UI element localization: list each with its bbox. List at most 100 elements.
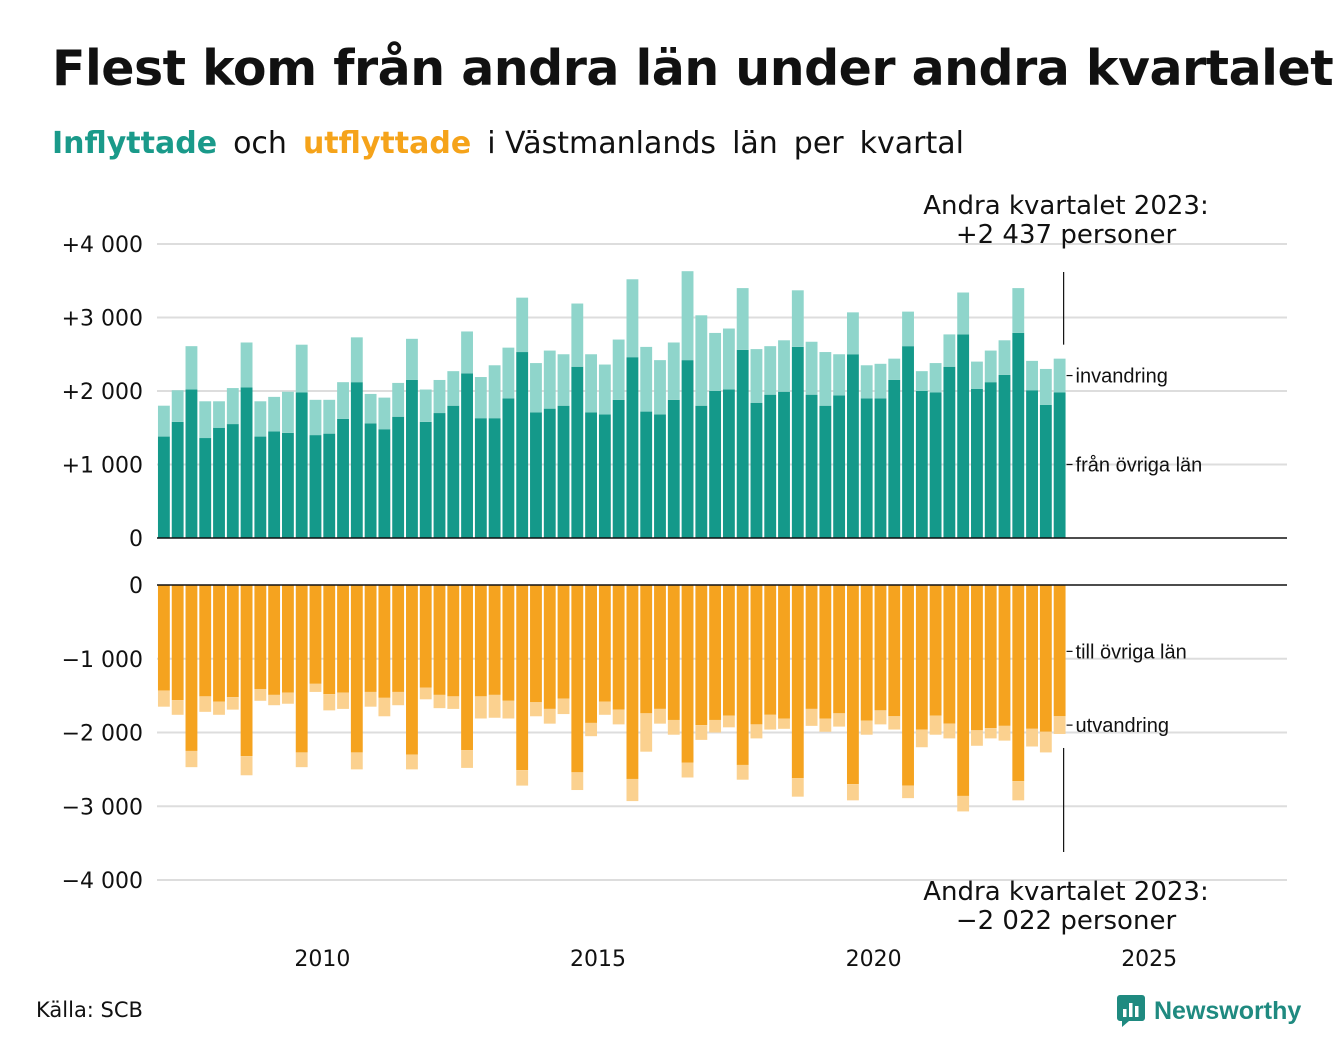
top-annotation-text: +2 437 personer — [956, 220, 1177, 250]
bar-out-domestic — [447, 585, 460, 697]
bar-out-international — [240, 756, 253, 776]
bar-out-domestic — [185, 585, 198, 751]
bar-in-domestic — [681, 360, 694, 538]
bar-in-international — [709, 332, 722, 391]
bar-in-international — [1026, 360, 1038, 391]
bar-in-domestic — [764, 394, 777, 538]
bar-in-international — [502, 347, 515, 399]
series-label: invandring — [1076, 366, 1168, 388]
bar-out-international — [295, 752, 308, 768]
bar-out-domestic — [998, 585, 1011, 726]
bar-in-domestic — [543, 408, 556, 538]
bar-in-international — [736, 288, 749, 350]
bar-in-international — [364, 393, 377, 424]
series-label: utvandring — [1076, 715, 1169, 737]
bar-out-international — [929, 715, 942, 735]
bar-out-domestic — [819, 585, 832, 719]
subtitle-region: i Västmanlands — [487, 126, 717, 161]
bar-in-international — [433, 379, 446, 414]
bar-out-international — [419, 687, 432, 700]
bar-in-international — [860, 365, 873, 399]
bar-out-international — [337, 692, 349, 709]
bar-out-domestic — [350, 585, 363, 753]
bar-in-international — [943, 334, 956, 367]
bar-out-international — [199, 696, 212, 712]
bar-in-domestic — [1053, 392, 1066, 538]
top-y-tick-label: +4 000 — [62, 233, 143, 258]
bar-out-international — [447, 696, 460, 709]
bar-in-domestic — [474, 418, 487, 538]
bar-in-domestic — [722, 389, 735, 538]
bar-in-international — [516, 297, 529, 353]
bar-in-international — [667, 342, 680, 400]
bar-out-domestic — [736, 585, 749, 765]
bar-out-domestic — [337, 585, 349, 693]
bar-out-domestic — [199, 585, 212, 697]
bar-out-international — [860, 720, 873, 735]
bottom-annotation-text: −2 022 personer — [956, 906, 1177, 936]
bar-out-domestic — [902, 585, 914, 786]
bar-out-international — [516, 770, 529, 786]
bar-in-international — [254, 401, 267, 437]
bar-in-domestic — [791, 346, 804, 538]
bar-in-domestic — [846, 354, 859, 538]
subtitle-och: och — [233, 126, 287, 161]
bar-out-domestic — [1053, 585, 1066, 717]
bar-in-international — [805, 341, 818, 395]
bar-in-domestic — [915, 391, 928, 538]
bar-in-international — [337, 382, 349, 419]
bar-in-international — [378, 397, 391, 430]
bar-out-domestic — [943, 585, 956, 724]
bar-out-international — [846, 784, 859, 801]
bar-out-international — [998, 725, 1011, 741]
bar-out-international — [971, 730, 983, 746]
bar-out-domestic — [915, 585, 928, 730]
bar-in-domestic — [157, 436, 170, 538]
bar-in-domestic — [406, 379, 418, 538]
bar-in-international — [419, 389, 432, 422]
bar-out-international — [268, 694, 281, 706]
bar-out-domestic — [833, 585, 846, 714]
bar-in-international — [598, 364, 611, 415]
bar-in-international — [1012, 288, 1025, 333]
bar-out-domestic — [612, 585, 625, 710]
bar-in-domestic — [654, 414, 666, 538]
bar-out-international — [626, 778, 639, 802]
bar-in-domestic — [364, 423, 377, 538]
bar-out-international — [598, 701, 611, 715]
bar-out-domestic — [750, 585, 763, 725]
bar-out-international — [502, 700, 515, 719]
bar-out-domestic — [695, 585, 708, 726]
bar-out-international — [488, 694, 501, 718]
bar-out-domestic — [419, 585, 432, 688]
subtitle-kvartal: kvartal — [859, 126, 964, 161]
subtitle-inflyttade: Inflyttade — [52, 126, 218, 161]
bar-in-domestic — [640, 411, 653, 538]
bar-in-domestic — [957, 334, 970, 538]
bar-in-domestic — [984, 382, 997, 538]
bar-out-international — [902, 785, 914, 799]
bar-in-domestic — [819, 405, 832, 538]
bar-in-international — [350, 337, 363, 383]
bar-in-international — [778, 340, 790, 392]
bar-in-international — [971, 361, 983, 389]
bar-out-international — [350, 752, 363, 770]
bar-in-domestic — [612, 399, 625, 538]
bar-in-domestic — [199, 438, 212, 538]
bar-out-international — [461, 750, 473, 768]
bar-out-international — [1039, 731, 1052, 753]
bar-out-domestic — [984, 585, 997, 729]
bar-in-international — [571, 303, 584, 367]
bar-out-domestic — [764, 585, 777, 715]
series-label: till övriga län — [1076, 641, 1187, 663]
bottom-bars — [157, 585, 1066, 812]
bar-out-domestic — [681, 585, 694, 763]
newsworthy-logo-icon — [1117, 995, 1145, 1027]
bar-in-international — [213, 401, 225, 428]
bar-out-domestic — [709, 585, 722, 720]
bar-in-international — [392, 382, 405, 417]
x-tick-label: 2010 — [294, 947, 350, 972]
bar-out-domestic — [516, 585, 529, 771]
bar-out-international — [1026, 728, 1038, 747]
bar-in-international — [984, 350, 997, 383]
